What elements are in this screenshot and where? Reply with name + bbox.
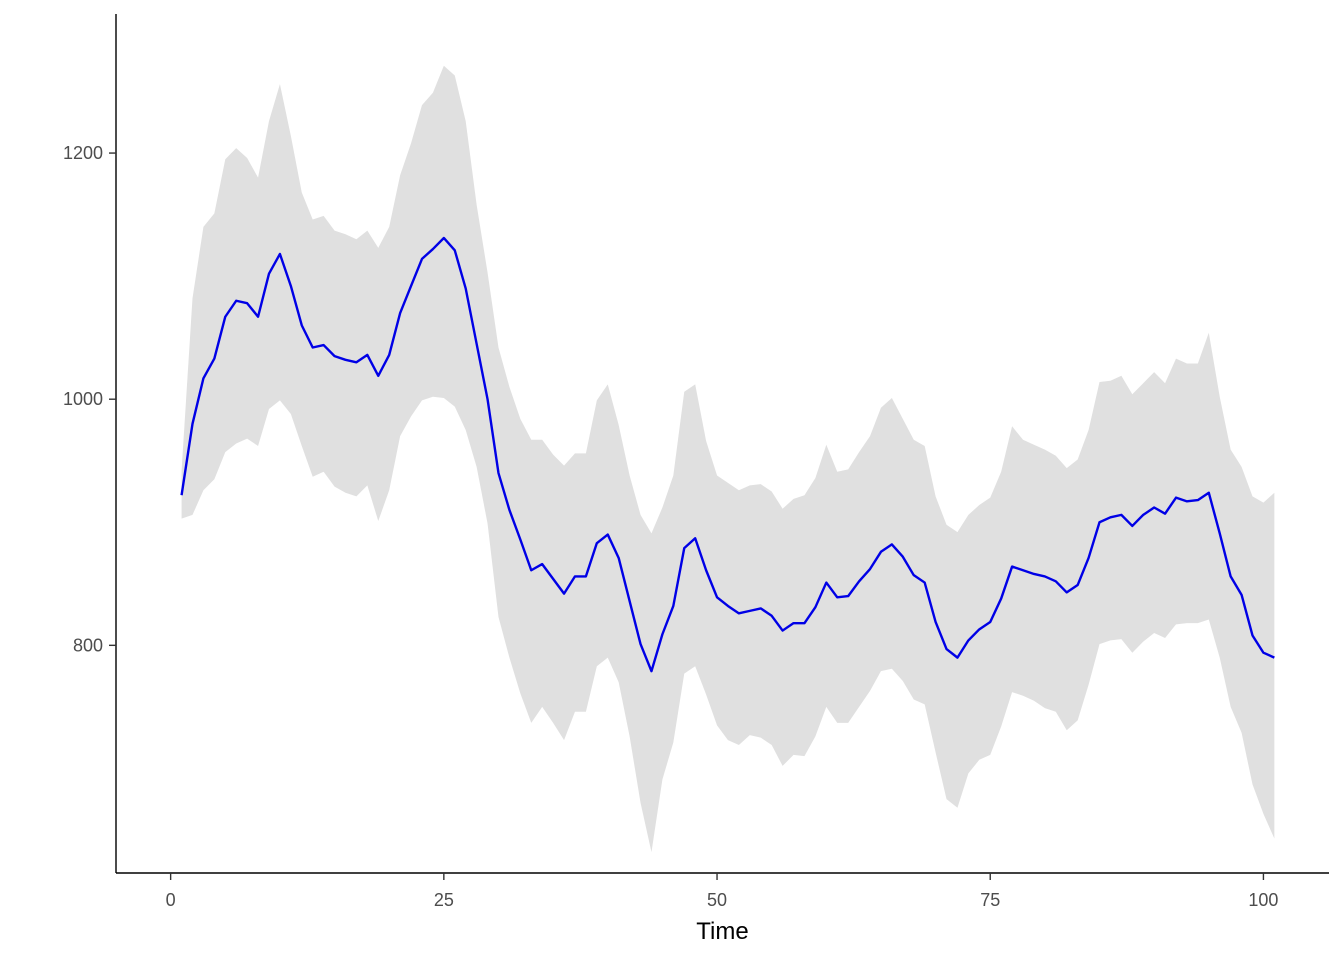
confidence-band-layer (181, 65, 1275, 853)
x-tick-label: 0 (166, 890, 176, 910)
x-axis-ticks: 0 25 50 75 100 (166, 873, 1278, 910)
y-tick-label: 1200 (63, 143, 103, 163)
axes-layer (115, 14, 1329, 874)
y-tick-label: 1000 (63, 389, 103, 409)
x-axis-title: Time (696, 918, 748, 945)
series-line (180, 236, 1275, 673)
x-tick-label: 100 (1248, 890, 1278, 910)
x-tick-label: 75 (980, 890, 1000, 910)
x-tick-label: 25 (434, 890, 454, 910)
line-layer (180, 236, 1275, 673)
confidence-band (181, 65, 1275, 853)
x-tick-label: 50 (707, 890, 727, 910)
y-tick-label: 800 (73, 635, 103, 655)
y-axis-ticks: 800 1000 1200 (63, 143, 116, 655)
